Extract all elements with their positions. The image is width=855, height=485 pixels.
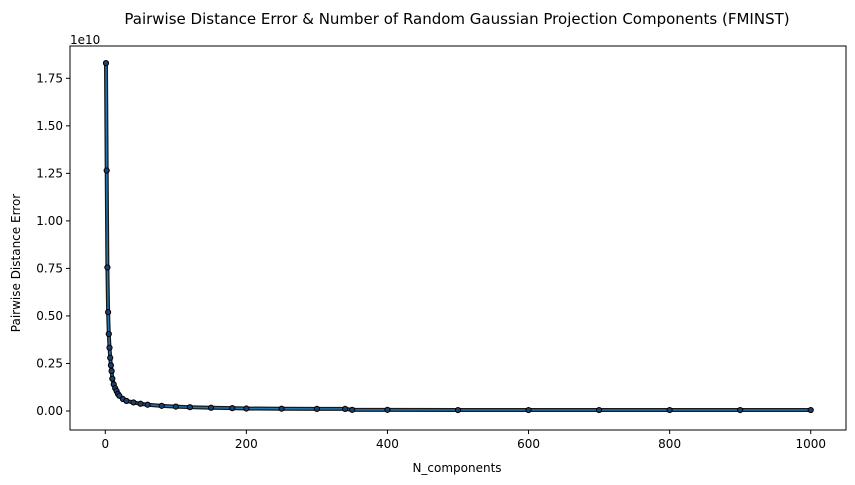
series-marker-band	[103, 61, 813, 413]
data-point	[207, 404, 215, 411]
data-point	[107, 362, 115, 369]
data-point	[102, 60, 110, 67]
data-point	[104, 309, 112, 316]
data-point	[666, 406, 673, 414]
data-point	[158, 402, 165, 409]
y-tick-label: 1.00	[36, 214, 63, 228]
data-point	[229, 405, 236, 412]
data-point	[172, 403, 179, 410]
x-tick-label: 800	[658, 437, 681, 451]
data-point	[349, 406, 356, 413]
y-tick-label: 0.50	[36, 309, 63, 323]
data-point	[737, 406, 744, 414]
x-tick-label: 0	[101, 437, 109, 451]
y-tick-label: 0.25	[36, 356, 63, 370]
data-point	[342, 405, 349, 412]
data-point	[107, 354, 114, 361]
data-point	[454, 406, 462, 414]
data-point	[278, 405, 285, 412]
y-tick-label: 0.00	[36, 404, 63, 418]
x-tick-label: 200	[235, 437, 258, 451]
data-point	[525, 406, 532, 414]
data-point	[106, 344, 113, 351]
data-point	[103, 167, 110, 174]
data-point	[807, 406, 814, 414]
data-point	[108, 367, 115, 375]
y-tick-label: 1.25	[36, 166, 63, 180]
data-point	[104, 264, 111, 271]
data-point	[384, 406, 391, 413]
series-line-overlay	[105, 63, 811, 411]
y-axis-label: Pairwise Distance Error	[9, 194, 23, 333]
axes-frame	[69, 45, 847, 431]
data-point	[243, 405, 250, 412]
data-point	[130, 399, 137, 406]
chart-title: Pairwise Distance Error & Number of Rand…	[124, 10, 789, 28]
x-tick-label: 600	[517, 437, 540, 451]
y-tick-label: 0.75	[36, 261, 63, 275]
series-line	[105, 63, 811, 411]
x-tick-label: 1000	[795, 437, 826, 451]
data-point	[137, 400, 144, 407]
data-point	[595, 406, 603, 414]
y-offset-label: 1e10	[70, 33, 100, 47]
plot-area: 0 200 400 600 800 1000 0.00 0.25 0.50 0.75 1.00 1.2…	[36, 45, 847, 451]
data-point	[186, 404, 194, 411]
x-tick-label: 400	[376, 437, 399, 451]
x-axis-label: N_components	[412, 461, 501, 475]
data-point	[123, 397, 130, 405]
data-point	[144, 401, 151, 408]
y-tick-label: 1.50	[36, 119, 63, 133]
data-point	[105, 330, 112, 338]
y-tick-label: 1.75	[36, 71, 63, 85]
data-point	[313, 405, 321, 412]
data-point	[109, 375, 116, 382]
